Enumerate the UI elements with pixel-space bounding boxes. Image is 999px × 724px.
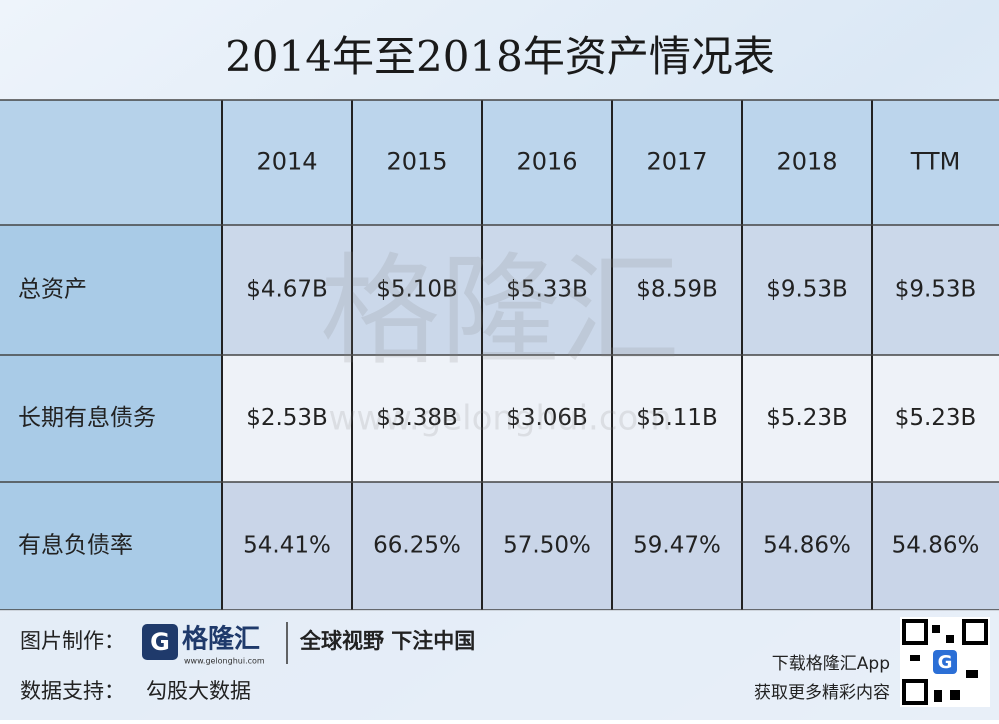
logo: 格隆汇 (182, 624, 260, 655)
logo-url: www.gelonghui.com (184, 657, 265, 666)
credit-label: 图片制作： (20, 629, 125, 653)
logo-icon (142, 624, 178, 660)
row-label-cell (0, 225, 222, 355)
header-cell (872, 100, 999, 225)
table: 2014 2015 2016 2017 2018 TTM 总资产 $4.67B $5.10B $5… (0, 99, 999, 611)
cell-value: 54.86% (892, 533, 980, 559)
cell (222, 482, 352, 610)
logo-icon-letter: G (150, 628, 170, 656)
cell-value: 59.47% (633, 533, 721, 559)
cell-value: $5.23B (895, 405, 977, 431)
cell (742, 355, 872, 482)
column-header: 2016 (516, 148, 577, 176)
svg-text:G: G (938, 652, 953, 673)
title: 2014年至2018年资产情况表 (225, 32, 775, 81)
cell (222, 355, 352, 482)
cell (482, 225, 612, 355)
slogan: 全球视野 下注中国 (299, 629, 475, 653)
cell-value: $2.53B (246, 405, 328, 431)
cell (872, 482, 999, 610)
header-cell (482, 100, 612, 225)
header-cell (742, 100, 872, 225)
column-header: 2015 (386, 148, 447, 176)
cell (482, 355, 612, 482)
app-line1: 下载格隆汇App (772, 654, 890, 674)
data-source-label: 数据支持： (20, 679, 125, 703)
watermark: 格隆汇 (320, 243, 680, 382)
column-header: 2017 (646, 148, 707, 176)
column-header: TTM (910, 148, 961, 176)
cell (872, 225, 999, 355)
row-label: 总资产 (18, 277, 87, 303)
header-cell (222, 100, 352, 225)
cell-value: $3.38B (376, 405, 458, 431)
cell (352, 482, 482, 610)
watermark-url: www.gelonghui.com (329, 399, 672, 439)
cell-value: 54.41% (243, 533, 331, 559)
qr-code: G (900, 617, 990, 707)
cell-value: $5.10B (376, 277, 458, 303)
cell-value: 57.50% (503, 533, 591, 559)
cell (222, 225, 352, 355)
data-source: 勾股大数据 (146, 679, 251, 703)
header-cell (612, 100, 742, 225)
cell-value: $5.33B (506, 277, 588, 303)
cell (612, 482, 742, 610)
cell (742, 225, 872, 355)
cell-value: $9.53B (766, 277, 848, 303)
cell-value: 54.86% (763, 533, 851, 559)
cell (742, 482, 872, 610)
row-label: 长期有息债务 (18, 405, 156, 431)
cell (352, 355, 482, 482)
cell-value: 66.25% (373, 533, 461, 559)
cell (482, 482, 612, 610)
cell-value: $4.67B (246, 277, 328, 303)
cell (352, 225, 482, 355)
cell-value: $5.23B (766, 405, 848, 431)
row-label-cell (0, 482, 222, 610)
row-label-cell (0, 355, 222, 482)
cell-value: $8.59B (636, 277, 718, 303)
cell (872, 355, 999, 482)
cell (612, 225, 742, 355)
cell-value: $5.11B (636, 405, 718, 431)
cell-value: $3.06B (506, 405, 588, 431)
header-cell (352, 100, 482, 225)
cell-value: $9.53B (895, 277, 977, 303)
cell (612, 355, 742, 482)
app-line2: 获取更多精彩内容 (754, 683, 890, 703)
row-label: 有息负债率 (18, 533, 133, 559)
header-corner (0, 100, 222, 225)
column-header: 2018 (776, 148, 837, 176)
column-header: 2014 (256, 148, 317, 176)
